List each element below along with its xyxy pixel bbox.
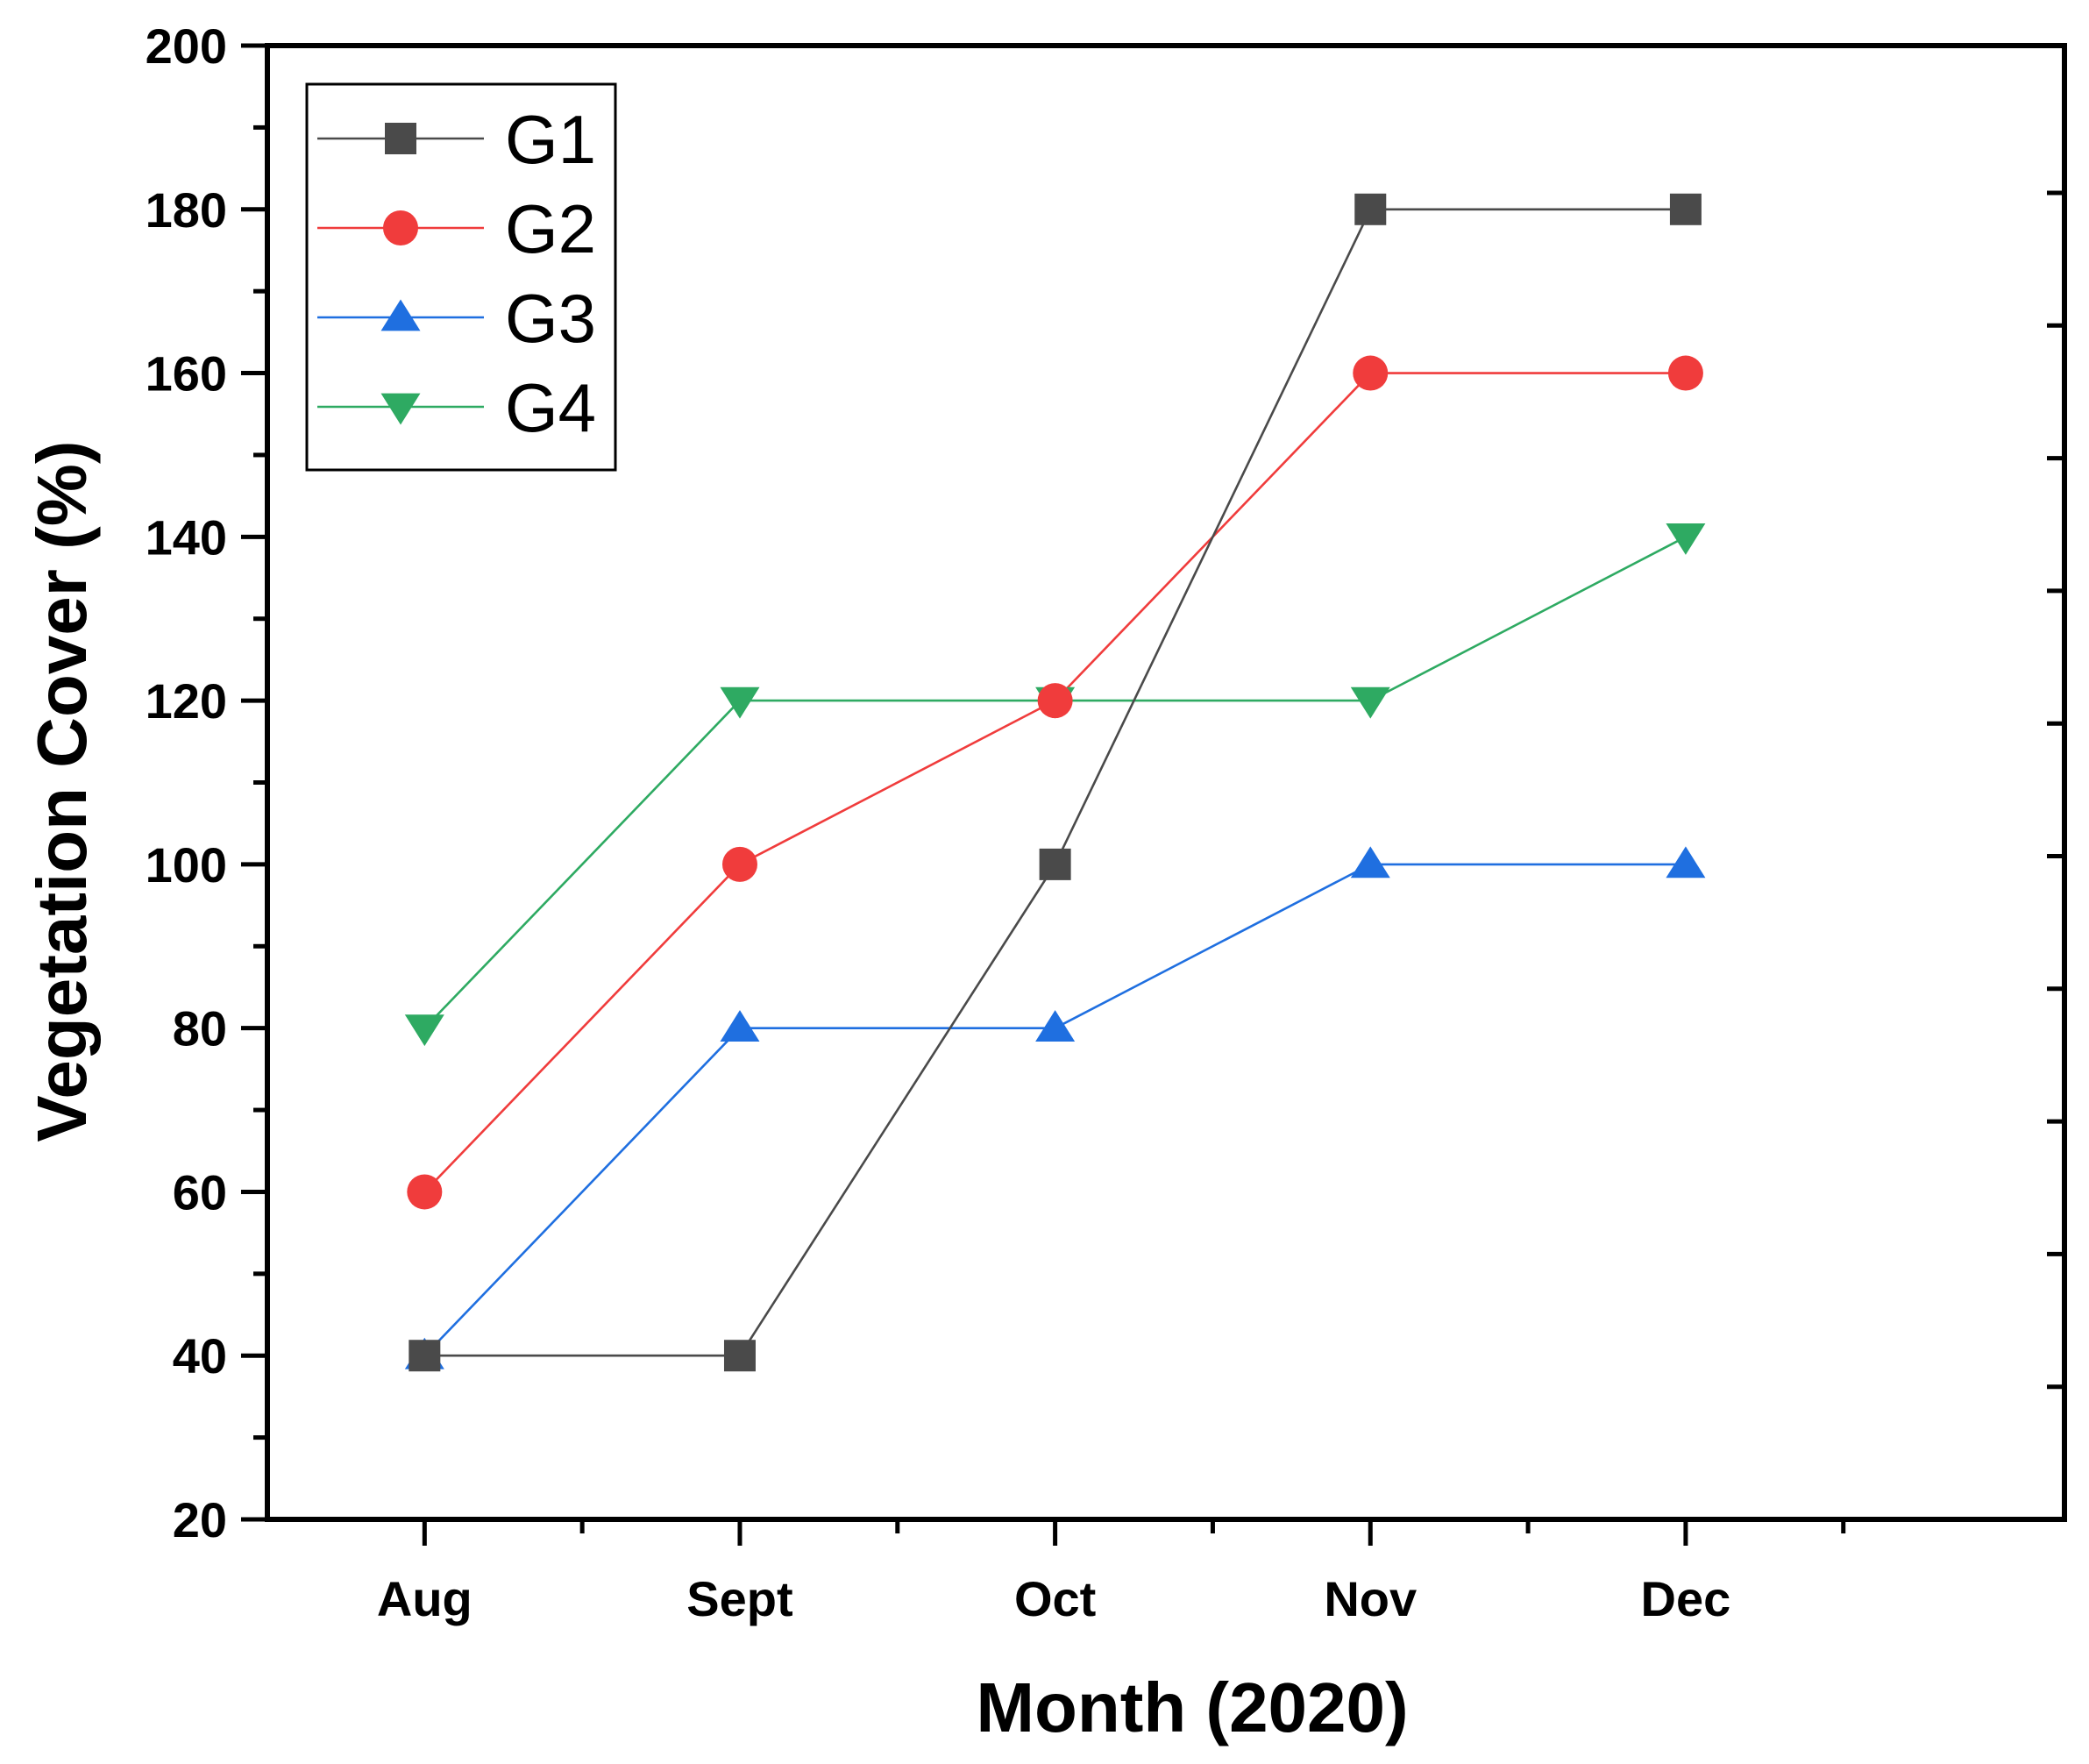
data-point-g3 [1666, 846, 1706, 878]
x-tick-label: Aug [377, 1571, 473, 1626]
data-point-g4 [1350, 686, 1390, 719]
y-tick-label: 60 [173, 1164, 227, 1220]
legend-label-g2: G2 [505, 190, 596, 267]
x-tick-label: Sept [686, 1571, 792, 1626]
data-point-g3 [1035, 1010, 1076, 1042]
y-axis-title: Vegetation Cover (%) [23, 440, 101, 1142]
plot-frame [265, 43, 2067, 1522]
data-point-g4 [720, 686, 760, 719]
data-point-g2 [1037, 683, 1073, 719]
legend-label-g1: G1 [505, 101, 596, 178]
data-point-g4 [404, 1014, 444, 1047]
data-point-g2 [721, 846, 757, 882]
y-tick-label: 120 [146, 673, 227, 729]
y-tick-label: 40 [173, 1328, 227, 1383]
y-tick-label: 80 [173, 1001, 227, 1056]
legend-label-g3: G3 [505, 280, 596, 357]
legend-marker-g3 [380, 299, 421, 331]
legend-label-g4: G4 [505, 369, 596, 446]
data-point-g4 [1666, 523, 1706, 555]
data-point-g3 [720, 1010, 760, 1042]
series-line-g3 [423, 863, 1686, 1357]
legend-box [305, 82, 617, 472]
data-point-g1 [409, 1340, 441, 1372]
data-point-g1 [1354, 193, 1387, 225]
legend-marker-g2 [383, 210, 418, 245]
series-line-g4 [423, 536, 1687, 1029]
x-tick-label: Oct [1014, 1571, 1096, 1626]
y-tick-label: 160 [146, 346, 227, 402]
data-point-g1 [1039, 848, 1071, 880]
series-markers [404, 193, 1706, 1372]
y-tick-label: 200 [146, 18, 227, 74]
y-tick-label: 20 [173, 1492, 227, 1547]
data-point-g2 [407, 1174, 443, 1210]
y-tick-label: 100 [146, 837, 227, 893]
y-tick-label: 140 [146, 509, 227, 565]
x-axis-title: Month (2020) [976, 1668, 1408, 1746]
data-point-g1 [723, 1340, 756, 1372]
x-axis-tick-labels: Aug Sept Oct Nov Dec [377, 1571, 1730, 1626]
series-line-g2 [423, 372, 1686, 1193]
data-point-g2 [1667, 355, 1703, 391]
x-tick-label: Dec [1641, 1571, 1731, 1626]
data-point-g3 [1350, 846, 1390, 878]
legend-marker-g1 [385, 123, 416, 154]
data-point-g2 [1353, 355, 1389, 391]
y-axis-tick-labels: 20 40 60 80 100 120 140 160 180 200 [146, 18, 227, 1547]
data-point-g1 [1669, 193, 1702, 225]
legend-marker-g4 [380, 393, 421, 425]
x-tick-label: Nov [1324, 1571, 1417, 1626]
y-tick-label: 180 [146, 182, 227, 238]
legend: G1 G2 G3 G4 [305, 82, 617, 472]
